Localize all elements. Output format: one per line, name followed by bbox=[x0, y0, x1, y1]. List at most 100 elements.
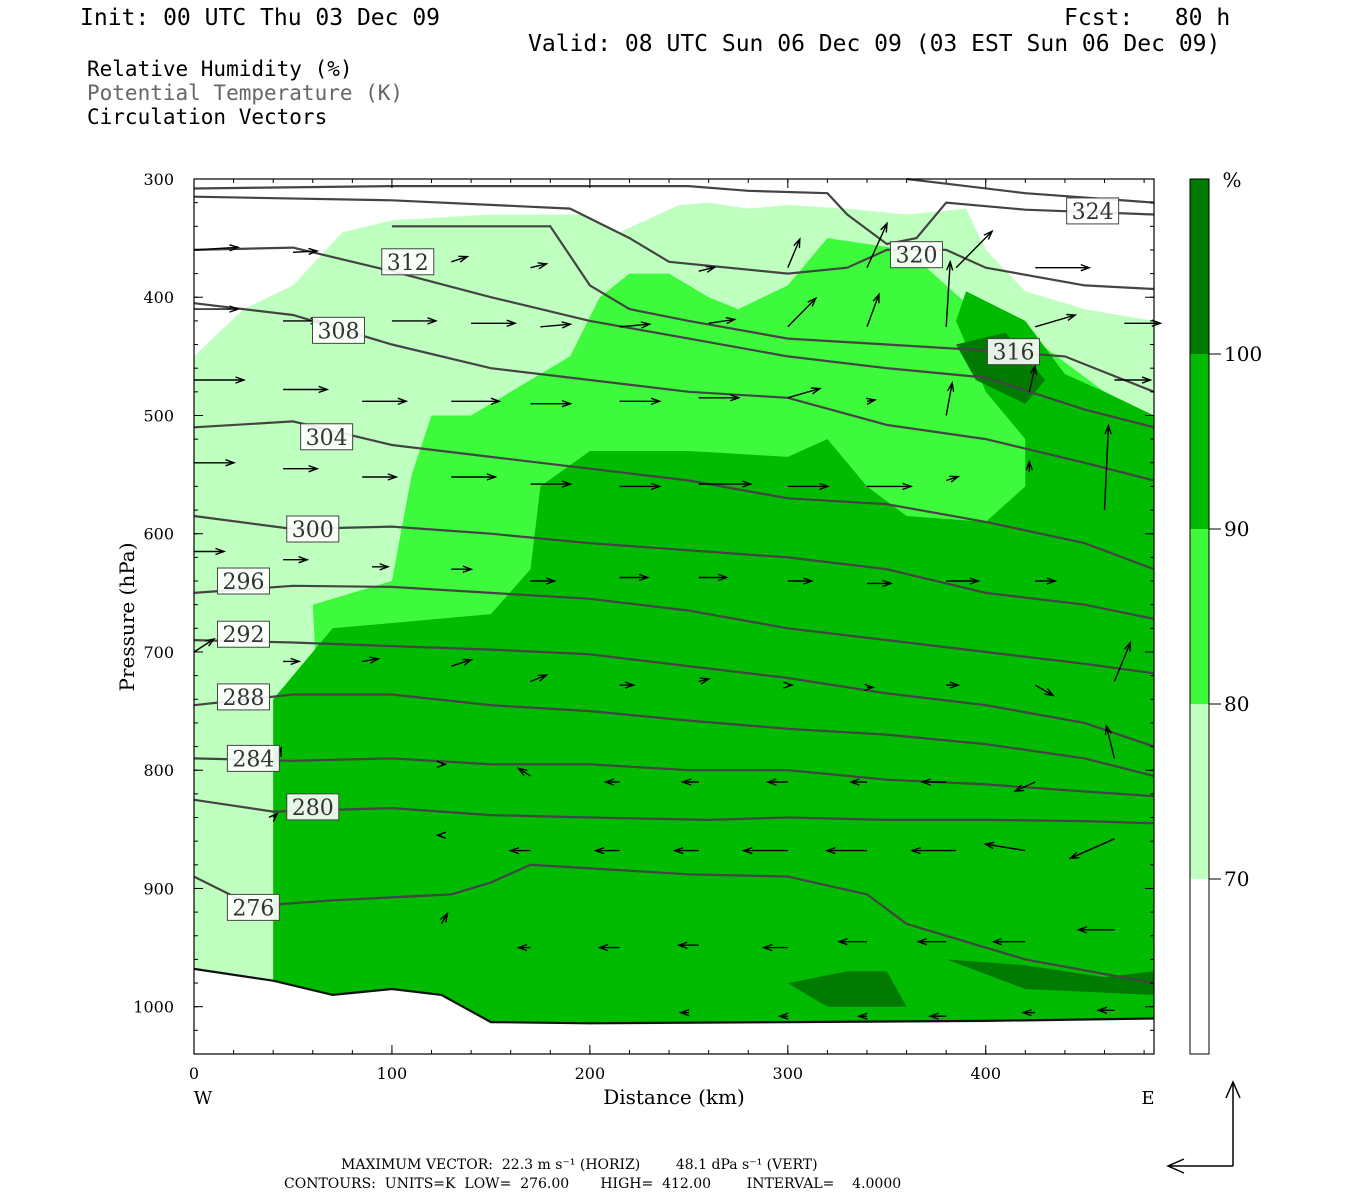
circulation-vector-73 bbox=[765, 778, 788, 786]
contour-label-304: 304 bbox=[300, 423, 354, 451]
circulation-vector-8 bbox=[1035, 263, 1092, 272]
circulation-vector-layer bbox=[193, 221, 1163, 1020]
circulation-vector-0 bbox=[193, 244, 241, 252]
circulation-vector-48 bbox=[451, 565, 474, 573]
vector-shaft bbox=[193, 246, 239, 251]
vector-head bbox=[761, 943, 773, 952]
x-tick-label: 100 bbox=[377, 1064, 408, 1083]
contour-label-324: 324 bbox=[1066, 197, 1120, 225]
vector-head bbox=[458, 255, 470, 263]
circulation-vector-15 bbox=[708, 316, 737, 325]
vector-head bbox=[718, 573, 729, 582]
circulation-vector-9 bbox=[194, 305, 241, 313]
circulation-vector-17 bbox=[866, 292, 880, 328]
colorbar: 70 80 90 100 bbox=[1189, 178, 1262, 1055]
colorbar-segment-4 bbox=[1190, 179, 1209, 354]
rh-fill-layer bbox=[194, 202, 1154, 1024]
vector-shaft bbox=[698, 266, 715, 272]
vector-head bbox=[593, 846, 605, 855]
field-label-vectors: Circulation Vectors bbox=[87, 105, 328, 129]
vector-head bbox=[440, 911, 449, 923]
contour-label-box bbox=[300, 423, 354, 451]
vector-head bbox=[318, 385, 330, 394]
vector-head bbox=[268, 812, 279, 823]
circulation-vector-102 bbox=[1096, 1006, 1115, 1014]
vector-head bbox=[810, 387, 822, 395]
x-tick-label: 300 bbox=[773, 1064, 804, 1083]
circulation-vector-96 bbox=[1076, 926, 1115, 934]
vector-head bbox=[1013, 784, 1025, 792]
vector-shaft bbox=[985, 843, 1026, 852]
theta-contour-300 bbox=[193, 514, 1155, 620]
max-vector-note: MAXIMUM VECTOR: 22.3 m s⁻¹ (HORIZ) 48.1 … bbox=[341, 1157, 818, 1173]
circulation-vector-30 bbox=[945, 380, 955, 416]
vector-shaft bbox=[451, 659, 472, 667]
circulation-vector-90 bbox=[597, 943, 620, 952]
circulation-vector-13 bbox=[540, 321, 573, 329]
y-tick-label: 1000 bbox=[133, 998, 174, 1017]
circulation-vector-27 bbox=[698, 394, 741, 402]
axes: 0 100 200 300 400 300 400 500 600 700 800 900 1000 bbox=[133, 170, 1155, 1083]
vector-head bbox=[1044, 688, 1055, 697]
vector-head bbox=[650, 397, 662, 406]
vector-head bbox=[928, 1012, 939, 1020]
vector-head bbox=[561, 480, 573, 488]
circulation-vector-39 bbox=[698, 480, 753, 488]
vector-head bbox=[537, 262, 549, 270]
vector-head bbox=[435, 831, 447, 839]
vector-shaft bbox=[1105, 725, 1116, 759]
vector-head bbox=[235, 376, 247, 384]
circulation-vector-78 bbox=[268, 812, 279, 823]
vector-head bbox=[1104, 423, 1112, 435]
vector-head bbox=[848, 778, 860, 786]
circulation-vector-77 bbox=[1104, 723, 1116, 759]
vector-head bbox=[462, 565, 474, 573]
contour-label-box bbox=[226, 744, 280, 772]
contour-label-box bbox=[986, 338, 1040, 366]
field-label-rh: Relative Humidity (%) bbox=[87, 57, 353, 81]
vector-head bbox=[427, 317, 438, 325]
vector-head bbox=[1021, 1008, 1032, 1017]
circulation-vector-25 bbox=[530, 399, 573, 408]
circulation-vector-81 bbox=[593, 846, 620, 855]
vector-shaft bbox=[945, 261, 951, 327]
contour-label-layer: 276 280 284 288 292 296 300 304 308 312 316 320 324 bbox=[216, 197, 1120, 921]
vector-head bbox=[379, 563, 391, 571]
contour-label-text: 296 bbox=[222, 570, 264, 595]
vector-shaft bbox=[292, 250, 318, 253]
vector-shaft bbox=[1113, 642, 1132, 682]
contour-label-text: 300 bbox=[292, 518, 334, 543]
plot-frame bbox=[193, 178, 1155, 1055]
circulation-vector-55 bbox=[1035, 577, 1058, 585]
circulation-vector-11 bbox=[391, 317, 438, 325]
circulation-vector-57 bbox=[283, 657, 302, 666]
circulation-vector-38 bbox=[619, 482, 662, 491]
vector-head bbox=[824, 846, 836, 855]
vector-head bbox=[298, 556, 310, 564]
vector-shaft bbox=[530, 674, 547, 683]
vector-head bbox=[793, 237, 801, 249]
theta-contour-layer bbox=[193, 177, 1155, 1025]
circulation-vector-24 bbox=[451, 397, 502, 406]
vector-shaft bbox=[787, 387, 820, 399]
colorbar-level-label: 80 bbox=[1224, 692, 1249, 716]
circulation-vector-87 bbox=[1068, 838, 1115, 860]
contour-label-text: 276 bbox=[232, 896, 274, 921]
y-tick-label: 300 bbox=[143, 170, 174, 189]
contour-label-text: 280 bbox=[292, 796, 334, 821]
circulation-vector-56 bbox=[193, 637, 216, 653]
circulation-vector-67 bbox=[1113, 640, 1132, 682]
vector-head bbox=[229, 305, 241, 313]
contour-label-box bbox=[311, 316, 365, 344]
vector-shaft bbox=[708, 318, 735, 324]
y-tick-label: 700 bbox=[143, 643, 174, 662]
colorbar-segment-0 bbox=[1190, 879, 1209, 1054]
vector-shaft bbox=[1035, 314, 1076, 328]
vector-shaft bbox=[866, 223, 888, 268]
vector-shaft bbox=[518, 767, 531, 777]
vector-head bbox=[1104, 723, 1112, 735]
y-tick-label: 400 bbox=[143, 288, 174, 307]
vector-head bbox=[983, 841, 995, 850]
vector-head bbox=[308, 464, 320, 473]
vector-head bbox=[819, 482, 830, 491]
